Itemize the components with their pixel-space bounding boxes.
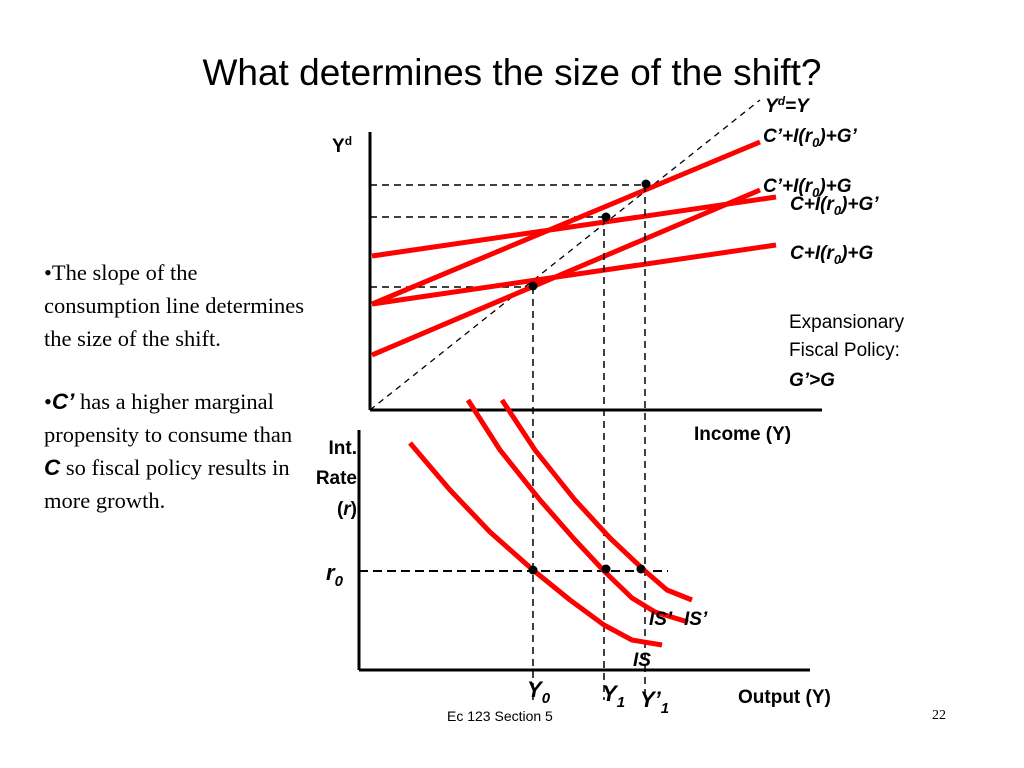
bullet-slope: •The slope of the consumption line deter… xyxy=(44,260,304,351)
top-y-axis-label: Yd xyxy=(332,134,352,157)
slide-title: What determines the size of the shift? xyxy=(202,52,822,93)
equilibrium-point-y1 xyxy=(601,212,611,222)
is-prime-curve-2 xyxy=(499,398,693,603)
c-prime-term: C’ xyxy=(51,389,75,414)
label-c-g: C+I(r0)+G xyxy=(790,243,873,267)
line-c-g xyxy=(371,242,777,307)
r0-label: r0 xyxy=(326,560,344,590)
y1-prime-label: Y’1 xyxy=(640,687,669,717)
line-c-prime-g xyxy=(371,187,761,358)
bullet-list: •The slope of the consumption line deter… xyxy=(44,256,304,517)
note-fiscal-policy: Fiscal Policy: xyxy=(789,340,900,361)
bottom-x-axis-label: Output (Y) xyxy=(738,687,831,708)
line-c-prime-g-prime xyxy=(371,139,761,307)
bullet-marker: • xyxy=(44,389,52,414)
bullet-mpc-tail: so fiscal policy results in more growth. xyxy=(44,455,290,513)
bullet-mpc-text: has a higher marginal propensity to cons… xyxy=(44,389,293,447)
is-point-y1 xyxy=(601,564,611,574)
label-c-prime-g: C’+I(r0)+G xyxy=(763,176,852,200)
label-is-prime-2: IS’ xyxy=(684,609,708,630)
y0-label: Y0 xyxy=(527,677,551,707)
int-label: Int. xyxy=(329,438,358,459)
bullet-mpc: •C’ has a higher marginal propensity to … xyxy=(44,385,304,517)
label-is: IS xyxy=(633,650,651,671)
line-c-g-prime xyxy=(371,194,777,259)
label-c-g-prime: C+I(r0)+G’ xyxy=(790,194,879,218)
label-c-prime-g-prime: C’+I(r0)+G’ xyxy=(763,126,858,150)
note-expansionary: Expansionary xyxy=(789,312,905,333)
equilibrium-point-y1-prime xyxy=(641,179,651,189)
forty-five-line-label: Yd=Y xyxy=(765,94,811,117)
is-curve xyxy=(408,441,663,648)
footer-text: Ec 123 Section 5 xyxy=(447,708,553,724)
page-number: 22 xyxy=(932,708,946,723)
top-x-axis-label: Income (Y) xyxy=(694,424,791,445)
rate-label: Rate xyxy=(316,468,357,489)
is-point-y1-prime xyxy=(636,564,646,574)
r-axis-label: (r) xyxy=(337,499,357,520)
note-g-comparison: G’>G xyxy=(789,370,835,391)
c-term: C xyxy=(44,455,61,480)
is-prime-curve-1 xyxy=(465,398,689,625)
y1-label: Y1 xyxy=(602,681,625,711)
is-point-y0 xyxy=(528,565,538,575)
equilibrium-point-y0 xyxy=(528,281,538,291)
label-is-prime-1: IS’ xyxy=(649,609,673,630)
